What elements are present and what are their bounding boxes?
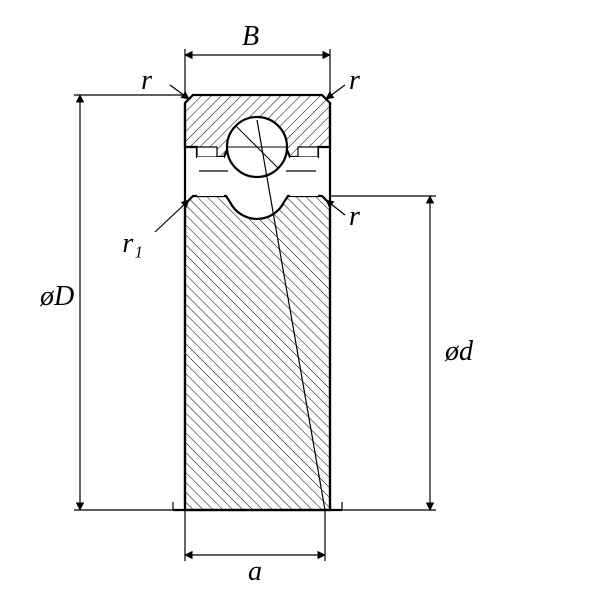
drawing-body	[173, 95, 342, 510]
label-B: B	[242, 21, 259, 52]
label-r1: r₁	[122, 228, 143, 259]
inner-ring	[185, 196, 330, 510]
label-r-tl: r	[141, 65, 152, 96]
gap-right	[290, 157, 318, 196]
bearing-cross-section-diagram: BøD ød a r r r r₁	[0, 0, 600, 600]
label-d: ød	[444, 336, 474, 367]
gap-left	[197, 157, 224, 196]
shield-right	[298, 147, 318, 157]
shield-left	[197, 147, 217, 157]
label-r-tr: r	[349, 65, 360, 96]
label-a: a	[248, 556, 262, 587]
label-D: øD	[39, 281, 74, 312]
label-r-mr: r	[349, 201, 360, 232]
